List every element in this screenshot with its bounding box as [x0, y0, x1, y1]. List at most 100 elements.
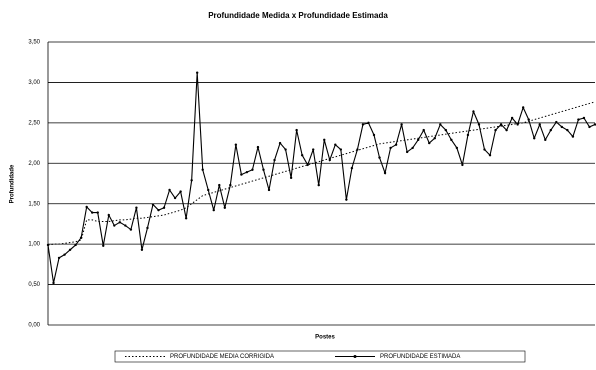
marker [350, 166, 354, 170]
y-tick-label: 0,00 [28, 323, 40, 329]
marker [450, 138, 453, 142]
marker [527, 118, 530, 121]
marker [179, 190, 182, 193]
marker [157, 208, 160, 212]
marker [472, 110, 475, 113]
marker [334, 143, 337, 146]
marker [516, 123, 519, 126]
marker [306, 163, 309, 167]
marker [140, 248, 144, 252]
marker [300, 154, 304, 157]
marker [505, 128, 508, 132]
marker [549, 128, 552, 132]
marker [201, 168, 204, 171]
marker [582, 116, 586, 120]
marker [102, 244, 105, 247]
marker [63, 253, 66, 256]
marker [107, 213, 110, 217]
marker [284, 148, 287, 151]
marker [593, 123, 596, 126]
marker [499, 123, 503, 126]
marker [477, 123, 481, 126]
marker [533, 137, 536, 140]
marker [129, 228, 133, 231]
marker [273, 158, 276, 162]
marker [461, 163, 464, 167]
chart-title: Profundidade Medida x Profundidade Estim… [208, 11, 388, 20]
marker [295, 128, 298, 132]
y-tick-label: 3,00 [28, 80, 40, 86]
marker [218, 183, 221, 187]
marker [378, 156, 381, 159]
marker [46, 243, 50, 247]
marker [466, 133, 470, 137]
marker [422, 128, 425, 132]
marker [190, 179, 193, 182]
marker [555, 120, 558, 124]
marker [544, 138, 547, 142]
marker [345, 198, 348, 201]
marker [256, 145, 260, 149]
marker [571, 135, 575, 138]
marker [223, 206, 227, 209]
marker [339, 148, 343, 151]
marker [356, 148, 359, 151]
marker [455, 146, 459, 150]
marker [96, 211, 99, 214]
marker [405, 150, 409, 154]
marker [124, 224, 127, 227]
legend-label: PROFUNDIDADE MEDIA CORRIGIDA [170, 354, 274, 360]
marker [323, 138, 326, 142]
marker [416, 138, 420, 142]
marker [494, 128, 497, 132]
marker [245, 170, 249, 174]
marker [400, 123, 403, 126]
marker [68, 248, 72, 252]
marker [207, 188, 210, 192]
marker [312, 148, 315, 151]
series-line [47, 72, 596, 284]
marker [146, 226, 149, 230]
marker [173, 196, 177, 200]
marker [433, 137, 436, 140]
marker [394, 143, 398, 146]
marker [234, 143, 238, 146]
marker [328, 158, 331, 162]
marker [521, 106, 525, 109]
marker [162, 206, 166, 209]
y-tick-label: 3,50 [28, 40, 40, 46]
marker [240, 173, 243, 176]
marker [577, 118, 580, 121]
marker [212, 208, 215, 212]
marker [151, 203, 155, 206]
marker [91, 211, 94, 214]
y-axis-label: Profundidade [10, 164, 16, 203]
y-tick-label: 1,00 [28, 242, 40, 248]
marker [184, 217, 188, 220]
marker [262, 168, 265, 171]
marker [52, 281, 55, 285]
marker [560, 125, 564, 129]
x-axis-label: Postes [315, 335, 335, 341]
marker [85, 205, 88, 209]
marker [317, 183, 320, 187]
marker [118, 221, 122, 224]
marker [411, 146, 414, 150]
marker [483, 148, 486, 151]
marker [372, 133, 376, 137]
y-tick-label: 2,50 [28, 120, 40, 126]
marker [229, 183, 232, 187]
marker [74, 243, 77, 247]
marker [367, 121, 370, 125]
marker [538, 123, 541, 126]
marker [428, 141, 431, 145]
marker [444, 128, 448, 132]
marker [278, 141, 282, 145]
marker [361, 123, 365, 126]
marker [267, 188, 271, 192]
marker [566, 128, 569, 132]
marker [251, 168, 254, 171]
marker [510, 116, 514, 120]
marker [488, 154, 492, 157]
marker [289, 176, 293, 180]
